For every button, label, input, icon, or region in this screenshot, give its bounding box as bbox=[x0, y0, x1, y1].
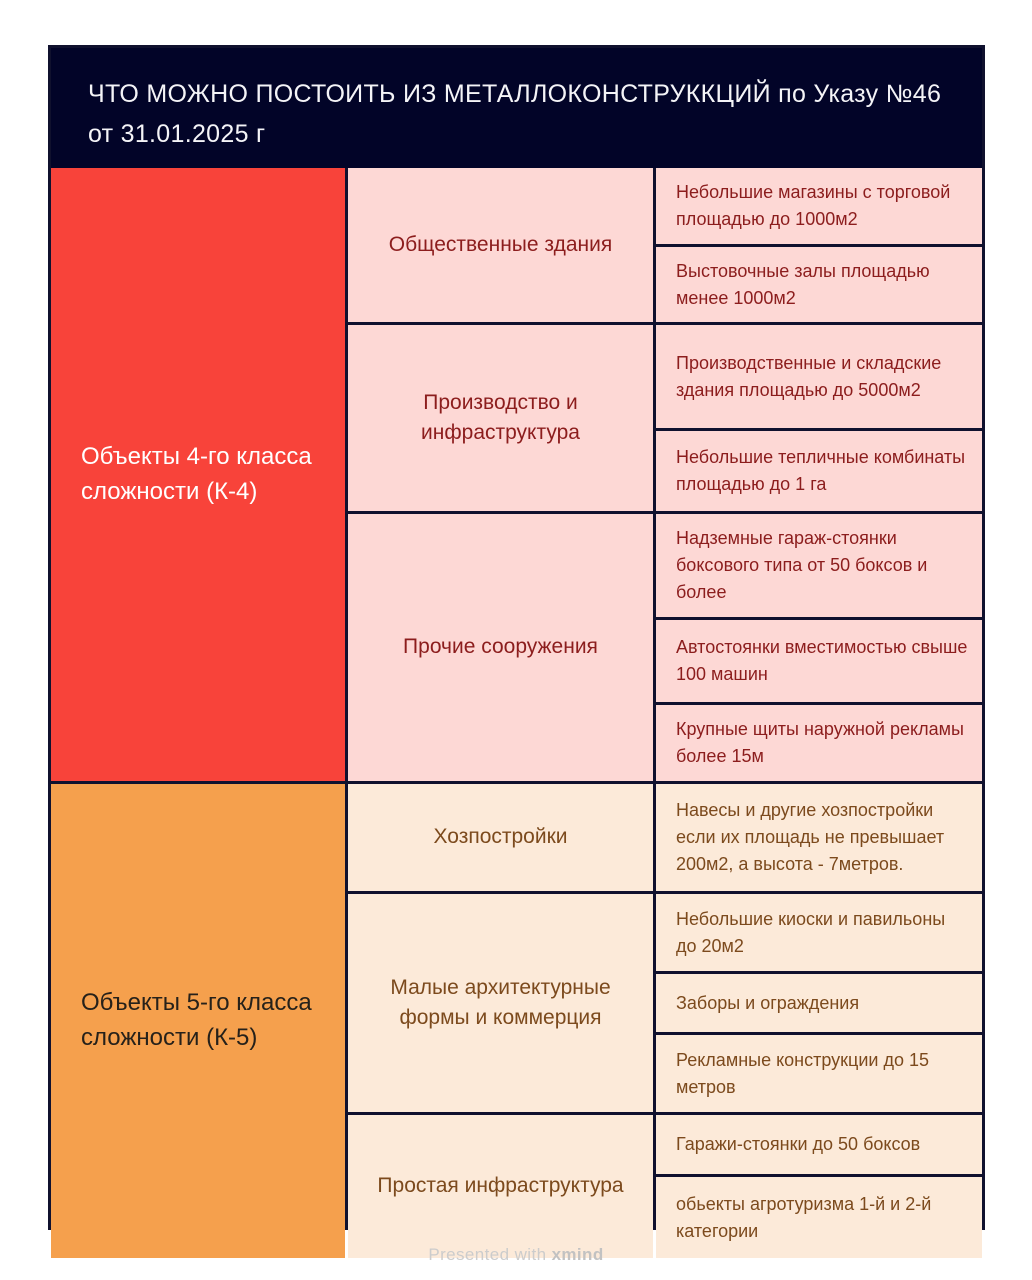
category-label-public-buildings: Общественные здания bbox=[348, 168, 653, 322]
table-title: ЧТО МОЖНО ПОСТОИТЬ ИЗ МЕТАЛЛОКОНСТРУККЦИ… bbox=[51, 48, 982, 168]
category-row-other-structures: Прочие сооружения Надземные гараж-стоянк… bbox=[348, 514, 982, 781]
category-label-other-structures: Прочие сооружения bbox=[348, 514, 653, 781]
k5-categories: Хозпостройки Навесы и другие хозпостройк… bbox=[348, 784, 982, 1258]
item-billboards: Крупные щиты наружной рекламы более 15м bbox=[656, 705, 982, 781]
metal-structures-table: ЧТО МОЖНО ПОСТОИТЬ ИЗ МЕТАЛЛОКОНСТРУККЦИ… bbox=[48, 45, 985, 1258]
item-agrotourism: обьекты агротуризма 1-й и 2-й категории bbox=[656, 1177, 982, 1258]
simple-infrastructure-items: Гаражи-стоянки до 50 боксов обьекты агро… bbox=[656, 1115, 982, 1258]
category-row-outbuildings: Хозпостройки Навесы и другие хозпостройк… bbox=[348, 784, 982, 891]
item-fences: Заборы и ограждения bbox=[656, 974, 982, 1032]
item-ad-constructions: Рекламные конструкции до 15 метров bbox=[656, 1035, 982, 1112]
watermark-text: Presented with bbox=[428, 1245, 547, 1264]
item-parking-lots: Автостоянки вместимостью свыше 100 машин bbox=[656, 620, 982, 702]
category-row-simple-infrastructure: Простая инфраструктура Гаражи-стоянки до… bbox=[348, 1115, 982, 1258]
item-kiosks: Небольшие киоски и павильоны до 20м2 bbox=[656, 894, 982, 971]
item-industrial-warehouses: Производственные и складские здания площ… bbox=[656, 325, 982, 428]
small-forms-items: Небольшие киоски и павильоны до 20м2 Заб… bbox=[656, 894, 982, 1112]
class-row-k5: Объекты 5-го класса сложности (К-5) Хозп… bbox=[51, 784, 982, 1258]
item-shops: Небольшие магазины с торговой площадью д… bbox=[656, 168, 982, 244]
item-exhibition-halls: Выстовочные залы площадью менее 1000м2 bbox=[656, 247, 982, 322]
category-row-small-architectural-forms: Малые архитектурные формы и коммерция Не… bbox=[348, 894, 982, 1112]
item-canopies: Навесы и другие хозпостройки если их пло… bbox=[656, 784, 982, 891]
category-row-production-infrastructure: Производство и инфраструктура Производст… bbox=[348, 325, 982, 511]
item-garage-parking: Гаражи-стоянки до 50 боксов bbox=[656, 1115, 982, 1174]
class-label-k5: Объекты 5-го класса сложности (К-5) bbox=[51, 784, 345, 1258]
production-items: Производственные и складские здания площ… bbox=[656, 325, 982, 511]
k4-categories: Общественные здания Небольшие магазины с… bbox=[348, 168, 982, 781]
category-label-simple-infrastructure: Простая инфраструктура bbox=[348, 1115, 653, 1258]
category-label-small-architectural-forms: Малые архитектурные формы и коммерция bbox=[348, 894, 653, 1112]
category-label-outbuildings: Хозпостройки bbox=[348, 784, 653, 891]
outbuildings-items: Навесы и другие хозпостройки если их пло… bbox=[656, 784, 982, 891]
category-row-public-buildings: Общественные здания Небольшие магазины с… bbox=[348, 168, 982, 322]
other-structures-items: Надземные гараж-стоянки боксового типа о… bbox=[656, 514, 982, 781]
class-label-k4: Объекты 4-го класса сложности (К-4) bbox=[51, 168, 345, 781]
xmind-brand: xmind bbox=[551, 1245, 604, 1264]
public-buildings-items: Небольшие магазины с торговой площадью д… bbox=[656, 168, 982, 322]
watermark: Presented with xmind bbox=[0, 1245, 1032, 1265]
item-greenhouses: Небольшие тепличные комбинаты площадью д… bbox=[656, 431, 982, 511]
item-box-garages: Надземные гараж-стоянки боксового типа о… bbox=[656, 514, 982, 617]
category-label-production-infrastructure: Производство и инфраструктура bbox=[348, 325, 653, 511]
class-row-k4: Объекты 4-го класса сложности (К-4) Обще… bbox=[51, 168, 982, 781]
